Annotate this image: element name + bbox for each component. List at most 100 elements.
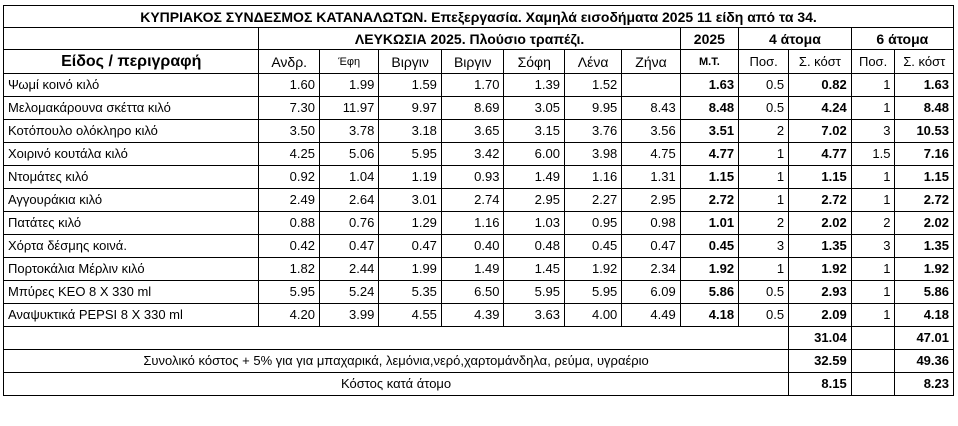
qty6-cell: 1 (850, 303, 896, 327)
cost4-cell: 0.82 (788, 73, 852, 97)
price-cell: 1.60 (258, 73, 320, 97)
price-cell: 9.97 (378, 96, 442, 120)
price-cell: 1.59 (378, 73, 442, 97)
price-cell: 3.50 (258, 119, 320, 143)
price-cell: 2.64 (318, 188, 380, 212)
per-person-label: Κόστος κατά άτομο (2, 372, 790, 396)
price-cell: 1.49 (440, 257, 505, 281)
price-cell: 0.42 (258, 234, 320, 258)
qty6-cell: 1 (850, 257, 896, 281)
avg-header: Μ.Τ. (679, 49, 740, 74)
cost4-cell: 1.35 (788, 234, 852, 258)
avg-cell: 8.48 (679, 96, 740, 120)
group6-header: 6 άτομα (850, 27, 955, 50)
qty4-cell: 1 (738, 165, 790, 189)
price-cell: 3.63 (503, 303, 565, 327)
price-cell: 3.78 (318, 119, 380, 143)
cost6-cell: 5.86 (894, 280, 954, 304)
price-cell: 1.29 (378, 211, 442, 235)
item-cell: Ψωμί κοινό κιλό (2, 73, 260, 97)
cost4-header: Σ. κόστ (788, 49, 852, 74)
price-cell: 1.82 (258, 257, 320, 281)
table-row: Κοτόπουλο ολόκληρο κιλό 3.50 3.78 3.18 3.65 3… (2, 119, 954, 143)
price-cell: 3.15 (503, 119, 565, 143)
item-cell: Πατάτες κιλό (2, 211, 260, 235)
price-cell: 0.88 (258, 211, 320, 235)
avg-cell: 4.77 (679, 142, 740, 166)
price-cell: 5.35 (378, 280, 442, 304)
price-cell: 1.16 (440, 211, 505, 235)
item-cell: Αναψυκτικά PEPSI 8 Χ 330 ml (2, 303, 260, 327)
price-cell: 2.49 (258, 188, 320, 212)
cost6-cell: 2.72 (894, 188, 954, 212)
price-cell: 7.30 (258, 96, 320, 120)
cost4-cell: 1.92 (788, 257, 852, 281)
avg-cell: 0.45 (679, 234, 740, 258)
table-row: Ντομάτες κιλό 0.92 1.04 1.19 0.93 1.49 1.16 1.3… (2, 165, 954, 189)
price-cell: 5.95 (503, 280, 565, 304)
cost6-cell: 4.18 (894, 303, 954, 327)
cost6-cell: 7.16 (894, 142, 954, 166)
cost6-cell: 2.02 (894, 211, 954, 235)
price-cell: 6.50 (440, 280, 505, 304)
cost6-header: Σ. κόστ (894, 49, 954, 74)
item-cell: Ντομάτες κιλό (2, 165, 260, 189)
item-column-header: Είδος / περιγραφή (2, 49, 260, 74)
price-cell: 1.16 (563, 165, 623, 189)
avg-cell: 1.15 (679, 165, 740, 189)
price-cell: 2.44 (318, 257, 380, 281)
price-cell: 5.95 (563, 280, 623, 304)
price-cell: 1.92 (563, 257, 623, 281)
price-cell: 4.55 (378, 303, 442, 327)
year-header: 2025 (679, 27, 740, 50)
totals-blank-qty6 (850, 326, 896, 350)
cost4-cell: 2.09 (788, 303, 852, 327)
price-cell: 9.95 (563, 96, 623, 120)
price-cell: 1.99 (318, 73, 380, 97)
price-cell: 5.95 (378, 142, 442, 166)
price-cell: 1.39 (503, 73, 565, 97)
table-row: Ψωμί κοινό κιλό 1.60 1.99 1.59 1.70 1.39 1.52 1… (2, 73, 954, 97)
price-cell: 3.05 (503, 96, 565, 120)
table-row: Χόρτα δέσμης κοινά. 0.42 0.47 0.47 0.40 0.48 0… (2, 234, 954, 258)
price-cell: 1.49 (503, 165, 565, 189)
qty4-cell: 2 (738, 211, 790, 235)
qty6-cell: 1 (850, 96, 896, 120)
avg-cell: 1.63 (679, 73, 740, 97)
price-cell: 2.34 (621, 257, 681, 281)
price-cell: 3.99 (318, 303, 380, 327)
store-header-virgin-2: Βιργιν (440, 49, 505, 74)
price-cell: 2.95 (503, 188, 565, 212)
avg-cell: 1.92 (679, 257, 740, 281)
table-row: Πατάτες κιλό 0.88 0.76 1.29 1.16 1.03 0.95 0.98… (2, 211, 954, 235)
table-row: Πορτοκάλια Μέρλιν κιλό 1.82 2.44 1.99 1.49 1.… (2, 257, 954, 281)
table-row: Μελομακάρουνα σκέττα κιλό 7.30 11.97 9.97 8.… (2, 96, 954, 120)
qty4-header: Ποσ. (738, 49, 790, 74)
totals-blank (2, 326, 790, 350)
avg-cell: 2.72 (679, 188, 740, 212)
price-cell: 11.97 (318, 96, 380, 120)
price-cell: 1.52 (563, 73, 623, 97)
qty6-cell: 1 (850, 165, 896, 189)
qty6-cell: 1 (850, 188, 896, 212)
item-cell: Μελομακάρουνα σκέττα κιλό (2, 96, 260, 120)
price-cell: 4.75 (621, 142, 681, 166)
price-cell: 4.00 (563, 303, 623, 327)
qty6-cell: 3 (850, 234, 896, 258)
cost4-cell: 2.02 (788, 211, 852, 235)
total-cost-6: 47.01 (894, 326, 954, 350)
store-header-zina: Ζήνα (621, 49, 681, 74)
price-cell: 3.76 (563, 119, 623, 143)
price-cell: 0.47 (378, 234, 442, 258)
cost4-cell: 1.15 (788, 165, 852, 189)
avg-cell: 4.18 (679, 303, 740, 327)
qty6-cell: 3 (850, 119, 896, 143)
price-cell: 3.98 (563, 142, 623, 166)
cost6-cell: 1.35 (894, 234, 954, 258)
total-plus-cost-4: 32.59 (788, 349, 852, 373)
cost4-cell: 4.24 (788, 96, 852, 120)
qty4-cell: 0.5 (738, 303, 790, 327)
item-cell: Χοιρινό κουτάλα κιλό (2, 142, 260, 166)
total-plus-cost-6: 49.36 (894, 349, 954, 373)
cost4-cell: 7.02 (788, 119, 852, 143)
